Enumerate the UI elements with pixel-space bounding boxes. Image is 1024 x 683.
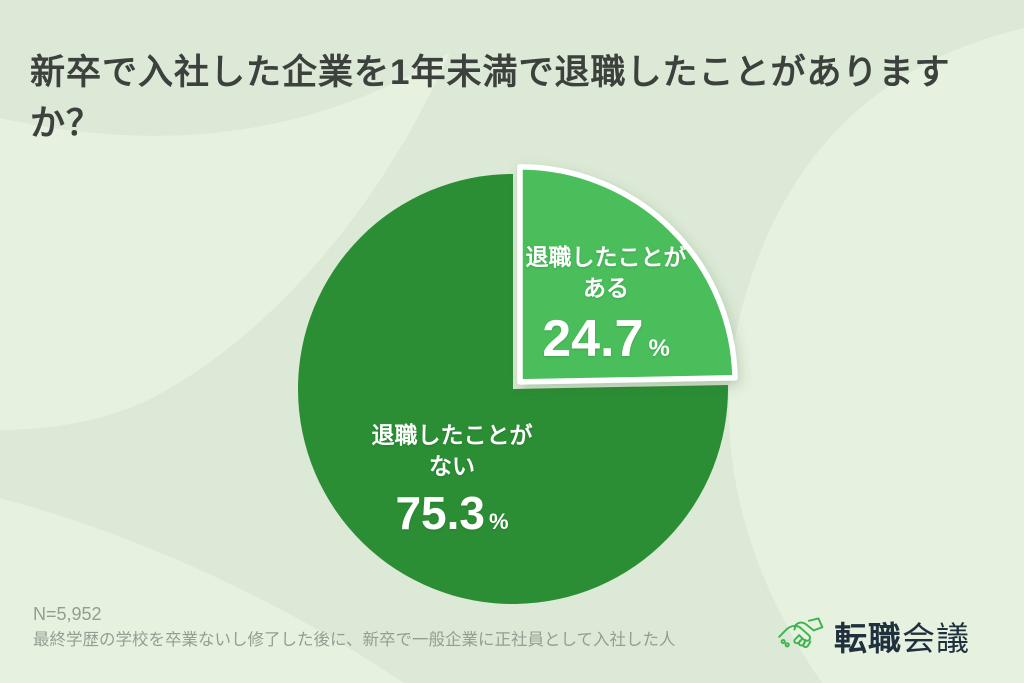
slice-quit-percent-unit: % <box>648 335 670 362</box>
brand-name-bold: 転職 <box>834 620 902 657</box>
brand-logo: 転職会議 <box>776 612 970 660</box>
pie-slice-0 <box>517 164 738 385</box>
footer-notes: N=5,952 最終学歴の学校を卒業ないし修了した後に、新卒で一般企業に正社員と… <box>33 601 676 653</box>
slice-not-quit-label-line1: 退職したことが <box>371 422 533 448</box>
slice-label-not-quit: 退職したことが ない 75.3 % <box>371 420 533 539</box>
slice-quit-label-line2: ある <box>583 275 629 301</box>
slice-not-quit-value: 75.3 % <box>372 487 533 539</box>
sample-size: N=5,952 <box>33 604 102 624</box>
survey-footnote: 最終学歴の学校を卒業ないし修了した後に、新卒で一般企業に正社員として入社した人 <box>33 631 676 649</box>
brand-name: 転職会議 <box>834 612 970 660</box>
chart-title: 新卒で入社した企業を1年未満で退職したことがありますか？ <box>30 53 951 143</box>
slice-quit-label-line1: 退職したことが <box>525 244 687 270</box>
slice-not-quit-label-line2: ない <box>429 453 475 479</box>
slice-quit-value: 24.7 % <box>526 310 687 368</box>
handshake-icon <box>778 617 824 648</box>
slice-label-quit: 退職したことが ある 24.7 % <box>525 242 687 368</box>
pie-slice-1 <box>298 174 728 604</box>
brand-name-regular: 会議 <box>902 620 970 657</box>
slice-not-quit-percent: 75.3 <box>395 487 485 539</box>
slice-not-quit-percent-unit: % <box>488 509 509 534</box>
slice-quit-percent: 24.7 <box>542 310 644 368</box>
